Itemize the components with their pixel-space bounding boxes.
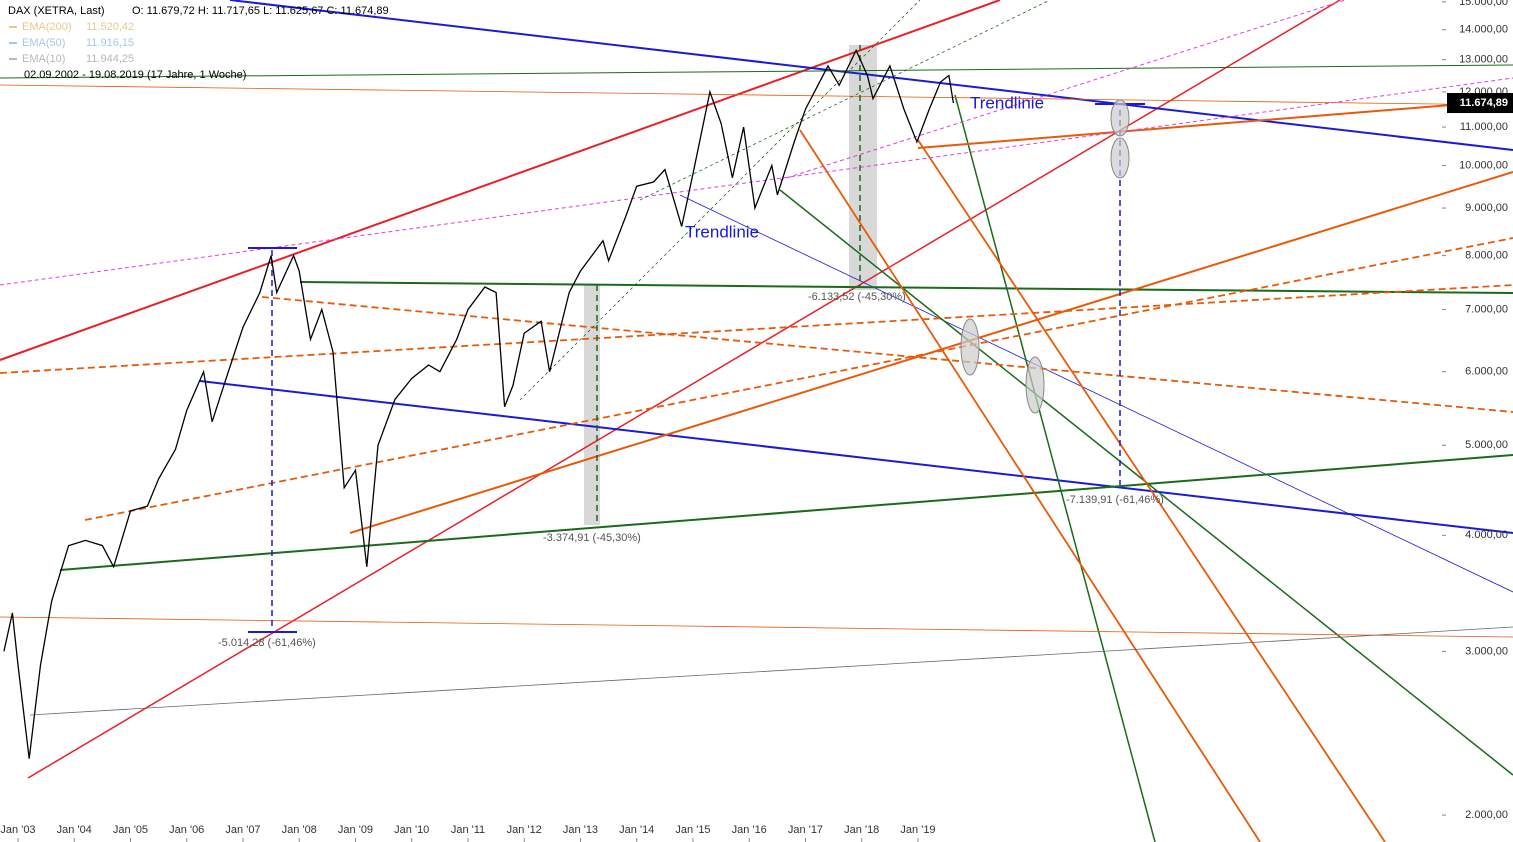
x-tick-label: Jan '09 (338, 824, 373, 836)
y-tick-label: 15.000,00 (1459, 0, 1508, 8)
marker-ellipse (960, 318, 980, 376)
trendline (639, 0, 1051, 201)
trendline (917, 99, 1513, 149)
x-tick-label: Jan '04 (57, 824, 92, 836)
x-tick-label: Jan '13 (563, 824, 598, 836)
y-tick-label: 9.000,00 (1465, 202, 1508, 214)
marker-ellipse (1025, 356, 1045, 414)
y-tick-label: 3.000,00 (1465, 645, 1508, 657)
x-tick-label: Jan '10 (394, 824, 429, 836)
trendline (679, 194, 1513, 593)
x-tick-label: Jan '11 (451, 824, 485, 836)
x-tick-label: Jan '03 (0, 824, 35, 836)
x-tick-label: Jan '05 (113, 824, 148, 836)
trendline (0, 0, 1001, 361)
last-price-box (1447, 93, 1513, 114)
measure-label: -3.374,91 (-45,30%) (543, 532, 641, 544)
y-tick-label: 10.000,00 (1459, 159, 1508, 171)
x-tick-label: Jan '19 (900, 824, 935, 836)
measure-label: -7.139,91 (-61,46%) (1066, 494, 1164, 506)
y-tick-label: 7.000,00 (1465, 303, 1508, 315)
trendline (229, 0, 1513, 151)
trendline (0, 77, 1513, 286)
range-box (584, 285, 600, 525)
trendline (519, 0, 921, 401)
indicator-value: 11.916,15 (86, 37, 134, 49)
indicator-value: 11.520,42 (86, 21, 134, 33)
chart-title: DAX (XETRA, Last) (8, 5, 105, 17)
trendline (59, 454, 1513, 571)
trendline (799, 129, 1261, 842)
trendline (779, 0, 1346, 181)
x-tick-label: Jan '12 (507, 824, 542, 836)
indicator-value: 11.944,25 (86, 53, 134, 65)
x-tick-label: Jan '15 (675, 824, 710, 836)
trendline (917, 139, 1386, 842)
marker-ellipse (1110, 137, 1130, 179)
measure-label: -5.014,28 (-61,46%) (218, 637, 316, 649)
y-tick-label: 2.000,00 (1465, 809, 1508, 821)
x-tick-label: Jan '06 (169, 824, 204, 836)
y-tick-label: 8.000,00 (1465, 249, 1508, 261)
y-tick-label: 5.000,00 (1465, 439, 1508, 451)
x-tick-label: Jan '17 (788, 824, 823, 836)
trend-label: Trendlinie (685, 222, 759, 241)
y-tick-label: 6.000,00 (1465, 366, 1508, 378)
indicator-name: EMA(50) (22, 37, 65, 49)
y-tick-label: 14.000,00 (1459, 24, 1508, 36)
x-tick-label: Jan '14 (619, 824, 654, 836)
last-price-label: 11.674,89 (1460, 97, 1508, 109)
range-box (849, 45, 877, 290)
trend-label: Trendlinie (970, 93, 1044, 112)
price-line (3, 48, 955, 759)
y-tick-label: 13.000,00 (1459, 54, 1508, 66)
trendline (0, 284, 1513, 374)
subtitle: 02.09.2002 - 19.08.2019 (17 Jahre, 1 Woc… (24, 69, 246, 81)
ohlc: O: 11.679,72 H: 11.717,65 L: 11.625,67 C… (132, 5, 389, 17)
y-tick-label: 4.000,00 (1465, 529, 1508, 541)
trendline (954, 94, 1156, 842)
trendline (84, 237, 1513, 521)
trendline (0, 84, 1513, 106)
trendline (0, 616, 1513, 638)
x-tick-label: Jan '16 (732, 824, 767, 836)
measure-label: -6.133,52 (-45,30%) (808, 291, 906, 303)
indicator-name: EMA(200) (22, 21, 72, 33)
trendline (299, 281, 1513, 294)
x-tick-label: Jan '08 (282, 824, 317, 836)
trendline (199, 380, 1513, 534)
marker-ellipse (1110, 99, 1130, 137)
trendline (0, 64, 1513, 79)
indicator-name: EMA(10) (22, 53, 65, 65)
trendline (261, 296, 1513, 413)
x-tick-label: Jan '18 (844, 824, 879, 836)
x-tick-label: Jan '07 (225, 824, 260, 836)
trendline (29, 626, 1513, 716)
y-tick-label: 11.000,00 (1460, 121, 1508, 133)
